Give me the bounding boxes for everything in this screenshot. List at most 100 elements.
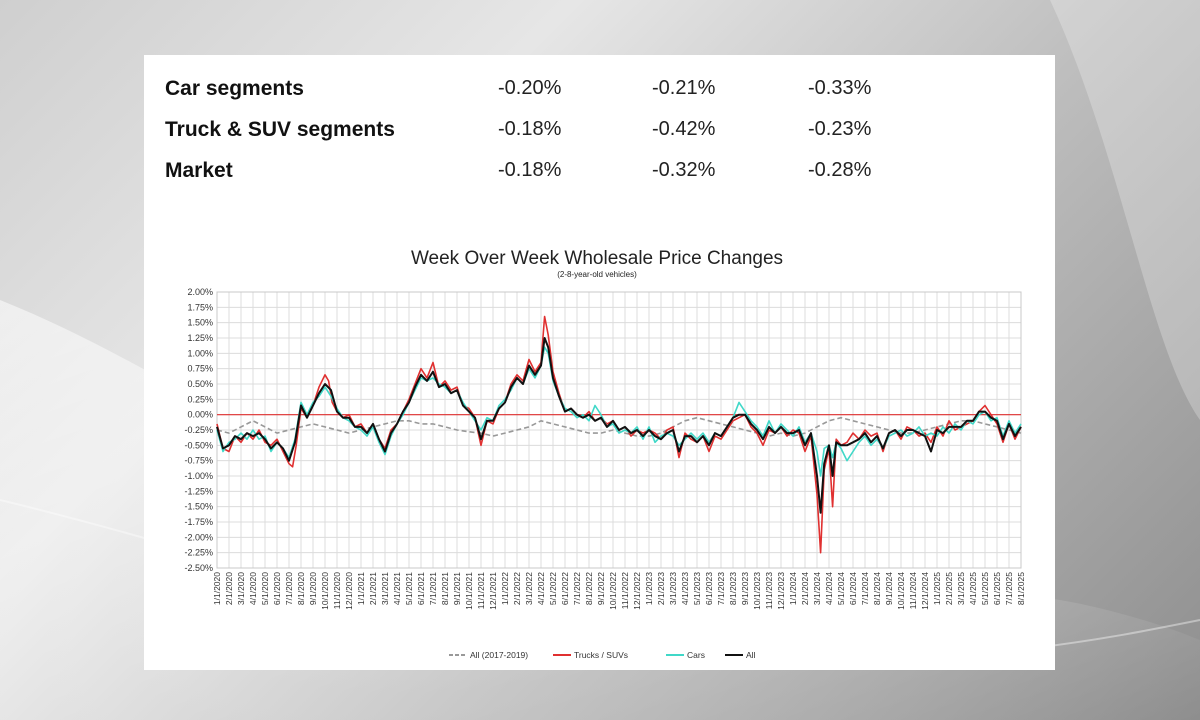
x-tick-label: 12/1/2020 [344, 572, 354, 610]
x-tick-label: 9/1/2021 [452, 572, 462, 605]
stats-row-label: Market [165, 159, 233, 182]
x-tick-label: 7/1/2022 [572, 572, 582, 605]
y-tick-label: 2.00% [187, 287, 213, 297]
stats-value: -0.32% [652, 159, 716, 181]
content-card: Car segments -0.20% -0.21% -0.33% Truck … [144, 55, 1055, 670]
stats-value: -0.20% [498, 77, 562, 99]
x-tick-label: 11/1/2020 [332, 572, 342, 609]
chart-series [216, 315, 1022, 554]
x-tick-label: 2/1/2022 [512, 572, 522, 605]
y-tick-label: -0.25% [184, 425, 213, 435]
x-tick-label: 12/1/2022 [632, 572, 642, 610]
y-tick-label: 0.75% [187, 364, 213, 374]
x-tick-label: 10/1/2022 [608, 572, 618, 610]
y-tick-label: -2.00% [184, 532, 213, 542]
x-tick-label: 6/1/2025 [992, 572, 1002, 605]
x-tick-label: 6/1/2023 [704, 572, 714, 605]
x-tick-label: 4/1/2021 [392, 572, 402, 605]
x-tick-label: 2/1/2025 [944, 572, 954, 605]
x-tick-label: 8/1/2022 [584, 572, 594, 605]
x-tick-label: 2/1/2023 [656, 572, 666, 605]
y-axis: 2.00% 1.75% 1.50% 1.25% 1.00% 0.75% 0.50% 0.25%… [184, 287, 213, 573]
y-tick-label: -0.50% [184, 440, 213, 450]
x-tick-label: 10/1/2020 [320, 572, 330, 610]
x-tick-label: 11/1/2022 [620, 572, 630, 609]
y-tick-label: 0.00% [187, 410, 213, 420]
x-tick-label: 5/1/2023 [692, 572, 702, 605]
x-tick-label: 12/1/2024 [920, 572, 930, 610]
x-tick-label: 3/1/2025 [956, 572, 966, 605]
x-tick-label: 1/1/2020 [212, 572, 222, 605]
y-tick-label: 0.25% [187, 394, 213, 404]
x-tick-label: 5/1/2021 [404, 572, 414, 605]
x-tick-label: 2/1/2020 [224, 572, 234, 605]
x-tick-label: 4/1/2024 [824, 572, 834, 605]
x-tick-label: 5/1/2024 [836, 572, 846, 605]
x-tick-label: 11/1/2023 [764, 572, 774, 609]
stats-value: -0.23% [808, 118, 872, 140]
legend-label: Trucks / SUVs [574, 650, 628, 660]
x-tick-label: 1/1/2024 [788, 572, 798, 605]
y-tick-label: 1.75% [187, 302, 213, 312]
x-tick-label: 6/1/2020 [272, 572, 282, 605]
x-tick-label: 6/1/2022 [560, 572, 570, 605]
x-tick-label: 7/1/2021 [428, 572, 438, 605]
x-tick-label: 6/1/2021 [416, 572, 426, 605]
stats-row-label: Truck & SUV segments [165, 118, 395, 141]
x-tick-label: 3/1/2021 [380, 572, 390, 605]
x-tick-label: 1/1/2021 [356, 572, 366, 605]
y-tick-label: 0.50% [187, 379, 213, 389]
x-tick-label: 8/1/2025 [1016, 572, 1026, 605]
stats-value: -0.42% [652, 118, 716, 140]
stats-value: -0.18% [498, 118, 562, 140]
x-tick-label: 8/1/2021 [440, 572, 450, 605]
y-tick-label: -0.75% [184, 456, 213, 466]
x-tick-label: 1/1/2025 [932, 572, 942, 605]
x-tick-label: 3/1/2020 [236, 572, 246, 605]
x-tick-label: 9/1/2020 [308, 572, 318, 605]
y-tick-label: -1.50% [184, 502, 213, 512]
x-tick-label: 1/1/2023 [644, 572, 654, 605]
x-tick-label: 4/1/2025 [968, 572, 978, 605]
y-tick-label: -1.25% [184, 486, 213, 496]
legend-label: Cars [687, 650, 705, 660]
x-tick-label: 12/1/2021 [488, 572, 498, 610]
x-tick-label: 11/1/2024 [908, 572, 918, 609]
x-tick-label: 8/1/2024 [872, 572, 882, 605]
x-tick-label: 5/1/2020 [260, 572, 270, 605]
x-tick-label: 9/1/2024 [884, 572, 894, 605]
y-tick-label: -2.50% [184, 563, 213, 573]
y-tick-label: 1.50% [187, 318, 213, 328]
series-line-4 [216, 337, 1022, 514]
x-tick-label: 5/1/2025 [980, 572, 990, 605]
x-tick-label: 2/1/2021 [368, 572, 378, 605]
legend-label: All [746, 650, 756, 660]
x-tick-label: 10/1/2021 [464, 572, 474, 610]
chart-title: Week Over Week Wholesale Price Changes [411, 248, 783, 269]
x-tick-label: 10/1/2023 [752, 572, 762, 610]
x-tick-label: 4/1/2022 [536, 572, 546, 605]
stats-row-label: Car segments [165, 77, 304, 100]
stats-value: -0.18% [498, 159, 562, 181]
legend-label: All (2017-2019) [470, 650, 528, 660]
x-tick-label: 8/1/2023 [728, 572, 738, 605]
x-tick-label: 4/1/2023 [680, 572, 690, 605]
series-line-1 [216, 416, 1022, 437]
x-tick-label: 10/1/2024 [896, 572, 906, 610]
stats-value: -0.28% [808, 159, 872, 181]
y-tick-label: -2.25% [184, 548, 213, 558]
chart-grid [216, 291, 1022, 569]
x-tick-label: 7/1/2024 [860, 572, 870, 605]
x-tick-label: 11/1/2021 [476, 572, 486, 609]
stats-value: -0.33% [808, 77, 872, 99]
x-tick-label: 7/1/2023 [716, 572, 726, 605]
x-tick-label: 3/1/2023 [668, 572, 678, 605]
x-tick-label: 3/1/2024 [812, 572, 822, 605]
y-tick-label: 1.25% [187, 333, 213, 343]
x-tick-label: 9/1/2022 [596, 572, 606, 605]
x-tick-label: 1/1/2022 [500, 572, 510, 605]
line-chart: Week Over Week Wholesale Price Changes (… [184, 248, 1026, 660]
x-tick-label: 2/1/2024 [800, 572, 810, 605]
x-tick-label: 9/1/2023 [740, 572, 750, 605]
x-tick-label: 5/1/2022 [548, 572, 558, 605]
